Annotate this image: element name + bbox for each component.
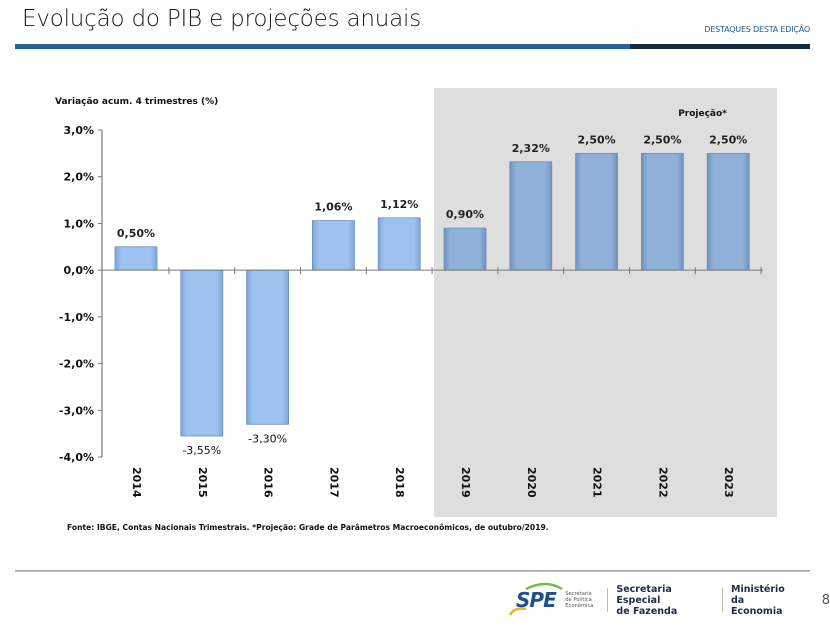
x-tick-label: 2020	[525, 467, 538, 498]
source-note: Fonte: IBGE, Contas Nacionais Trimestrai…	[67, 523, 549, 532]
spe-swoosh-icon	[508, 582, 563, 616]
spe-subtitle-line: Secretaria	[565, 591, 592, 597]
data-label: 1,12%	[380, 198, 418, 211]
bar-2017	[311, 220, 355, 271]
y-tick-label: 2,0%	[63, 171, 94, 184]
x-axis: 2014 2015 2016 2017 2018 2019 2020 2021 2022 2023	[102, 267, 763, 498]
y-axis: 3,0% 2,0% 1,0% 0,0% -1,0% -2,0% -3,0% -4,0%	[59, 124, 103, 464]
x-tick-label: 2021	[591, 467, 604, 498]
org-ministerio: Ministério da Economia	[731, 584, 796, 617]
data-label: -3,55%	[182, 444, 221, 457]
x-tick-label: 2018	[393, 467, 406, 498]
spe-subtitle-line: de Política	[565, 597, 592, 603]
spe-subtitle-line: Econômica	[565, 603, 594, 609]
bar-2020	[509, 161, 553, 271]
data-label: 0,90%	[446, 208, 484, 221]
bar-2019	[443, 227, 487, 271]
data-label: 2,50%	[578, 133, 616, 146]
footer-rule	[15, 570, 810, 572]
y-tick-label: -4,0%	[59, 451, 94, 464]
gdp-bar-chart: Variação acum. 4 trimestres (%) Projeção…	[55, 88, 777, 532]
bar-2022	[641, 152, 684, 271]
bar-2015	[180, 269, 224, 437]
y-tick-label: -2,0%	[59, 358, 94, 371]
y-tick-label: 3,0%	[63, 124, 94, 137]
data-label: -3,30%	[248, 432, 287, 445]
bar-2021	[575, 152, 618, 271]
x-tick-label: 2023	[722, 467, 735, 498]
section-tag: DESTAQUES DESTA EDIÇÃO	[704, 25, 810, 34]
y-axis-title: Variação acum. 4 trimestres (%)	[55, 97, 218, 107]
bar-2018	[377, 217, 421, 271]
x-tick-label: 2016	[262, 467, 275, 498]
x-tick-label: 2022	[656, 467, 669, 498]
org-line: de Fazenda	[616, 605, 678, 617]
bars-group	[114, 152, 750, 437]
spe-logo: SPE	[508, 581, 563, 619]
x-tick-label: 2015	[196, 467, 209, 498]
spe-subtitle: Secretaria de Política Econômica	[565, 591, 599, 609]
bar-2016	[246, 269, 290, 425]
x-tick-label: 2014	[130, 467, 143, 498]
y-tick-label: 0,0%	[63, 264, 94, 277]
x-tick-label: 2019	[459, 467, 472, 498]
footer-divider	[607, 588, 609, 612]
data-label: 2,32%	[512, 142, 550, 155]
data-label: 2,50%	[643, 133, 681, 146]
y-tick-label: -3,0%	[59, 404, 94, 417]
org-line: Secretaria Especial	[616, 583, 672, 606]
bar-2014	[114, 246, 158, 271]
org-line: Ministério	[730, 583, 785, 595]
y-tick-label: -1,0%	[59, 311, 94, 324]
bar-2023	[706, 152, 750, 271]
footer: SPE Secretaria de Política Econômica Sec…	[508, 580, 830, 620]
header-rule	[15, 44, 645, 49]
header-rule-accent	[630, 44, 810, 49]
page-title: Evolução do PIB e projeções anuais	[22, 6, 422, 32]
org-line: da Economia	[730, 594, 783, 617]
projection-label: Projeção*	[678, 109, 727, 119]
data-label: 2,50%	[709, 133, 747, 146]
org-secretaria-especial: Secretaria Especial de Fazenda	[616, 584, 714, 617]
page-number: 8	[821, 592, 830, 608]
data-labels-group: 0,50% -3,55% -3,30% 1,06% 1,12% 0,90% 2,32% 2,5…	[117, 133, 747, 457]
data-label: 0,50%	[117, 227, 155, 240]
footer-divider	[722, 588, 723, 612]
projection-shaded-region	[434, 88, 777, 517]
spe-logo-text: SPE	[516, 588, 557, 612]
data-label: 1,06%	[314, 201, 352, 214]
y-tick-label: 1,0%	[63, 217, 94, 230]
x-tick-label: 2017	[327, 467, 340, 498]
